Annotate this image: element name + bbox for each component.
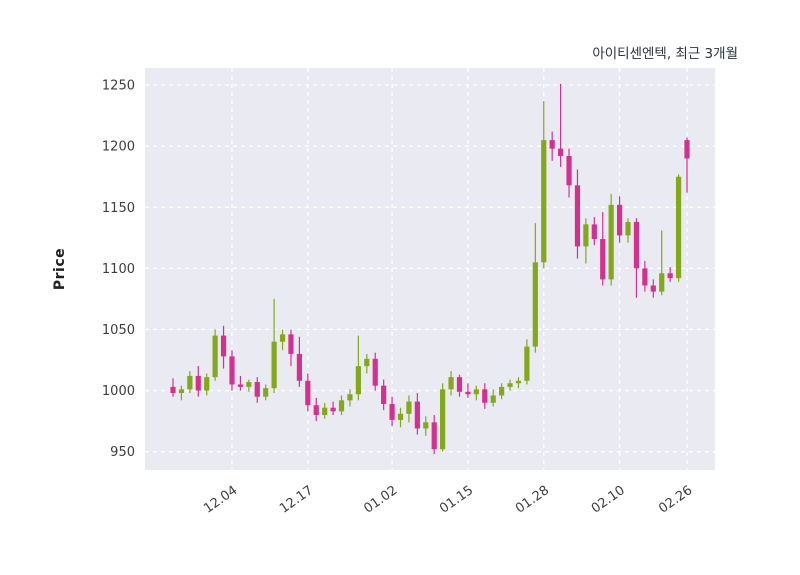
y-axis-label: Price [52,247,68,291]
svg-text:02.10: 02.10 [589,483,628,517]
svg-text:02.26: 02.26 [656,483,695,517]
svg-text:01.15: 01.15 [437,483,476,517]
chart-title: 아이티센엔텍, 최근 3개월 [592,46,738,62]
svg-text:1150: 1150 [102,201,135,216]
svg-text:1250: 1250 [102,79,135,94]
svg-text:1100: 1100 [102,262,135,277]
svg-text:01.02: 01.02 [361,483,400,517]
svg-text:01.28: 01.28 [513,483,552,517]
svg-text:1000: 1000 [102,384,135,399]
svg-text:12.17: 12.17 [277,483,316,517]
svg-text:12.04: 12.04 [201,483,240,517]
svg-text:950: 950 [110,445,135,460]
svg-text:1200: 1200 [102,140,135,155]
svg-text:1050: 1050 [102,323,135,338]
